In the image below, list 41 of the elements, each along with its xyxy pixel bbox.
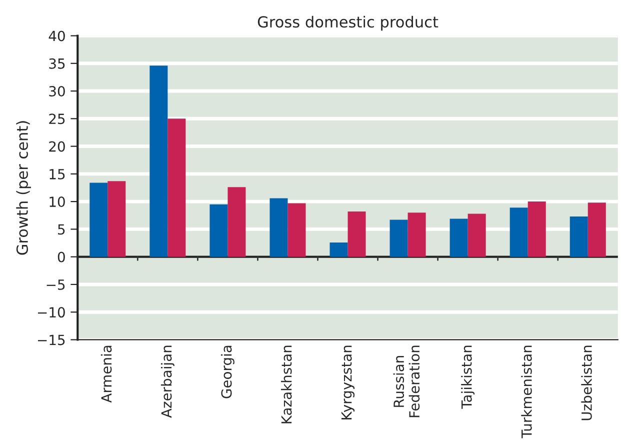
bar	[510, 208, 528, 257]
x-tick-label: Kazakhstan	[281, 346, 292, 424]
bar	[408, 212, 426, 257]
x-tick-label: Turkmenistan	[521, 346, 532, 438]
bar	[210, 204, 228, 257]
bar	[528, 202, 546, 257]
y-tick-label: 40	[48, 30, 65, 42]
y-tick-label: 25	[49, 114, 65, 124]
x-tick-label: Uzbekistan	[581, 346, 592, 420]
bar	[228, 187, 246, 257]
chart-title: Gross domestic product	[258, 16, 438, 31]
y-tick-label: −10	[38, 307, 65, 318]
bar	[588, 202, 606, 257]
y-axis-title: Growth (per cent)	[16, 121, 31, 255]
bar	[330, 242, 348, 257]
bar	[150, 66, 168, 257]
bar	[288, 203, 306, 257]
y-tick-label: 30	[49, 86, 65, 96]
y-tick-label: 0	[58, 252, 65, 262]
x-tick-label: Armenia	[100, 346, 112, 403]
bar	[108, 181, 126, 257]
x-tick-label: Kyrgyzstan	[341, 346, 354, 420]
x-tick-label: Tajikistan	[461, 346, 475, 409]
x-tick-label: Georgia	[220, 346, 234, 398]
y-tick-label: 5	[58, 224, 65, 235]
y-tick-label: −15	[38, 334, 65, 346]
y-tick-label: 15	[50, 169, 65, 180]
bar	[348, 212, 366, 257]
y-tick-label: −5	[46, 280, 65, 290]
y-tick-label: 35	[49, 58, 65, 69]
bar	[468, 214, 486, 257]
bar	[450, 218, 468, 257]
bar	[270, 198, 288, 257]
y-tick-label: 20	[49, 141, 65, 152]
bar	[168, 118, 186, 257]
bar	[90, 182, 108, 257]
x-tick-label: Azerbaijan	[160, 346, 174, 418]
y-tick-label: 10	[50, 196, 65, 208]
bar	[570, 216, 588, 257]
bar	[390, 220, 408, 257]
x-tick-label: Russian Federation	[393, 346, 420, 418]
